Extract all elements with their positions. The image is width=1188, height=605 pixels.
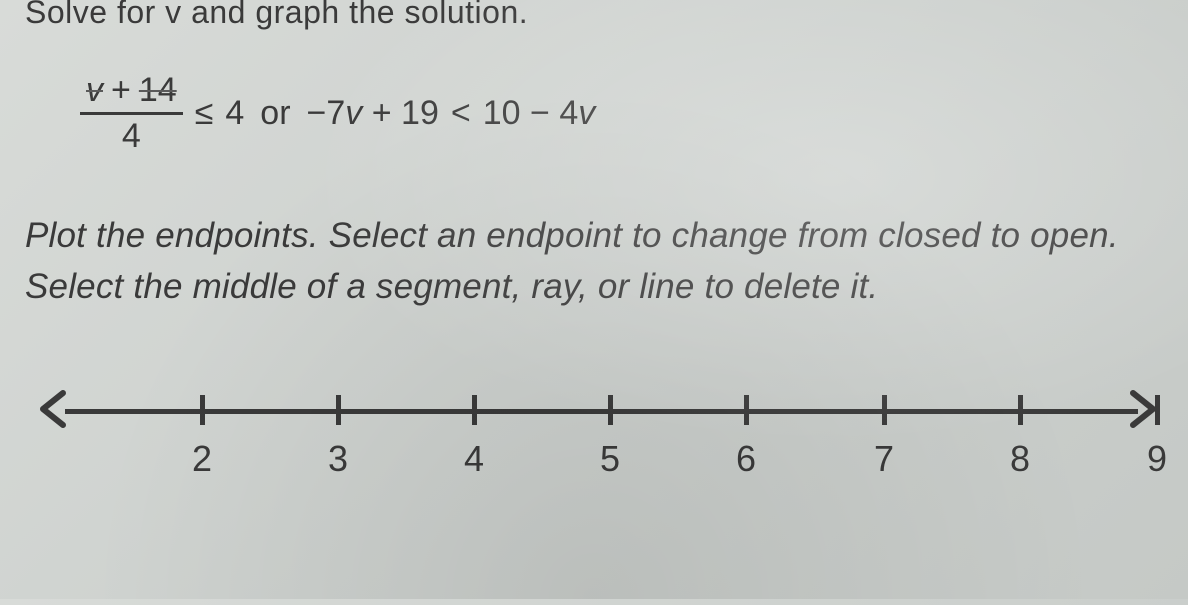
lhs2-const: 19 — [401, 94, 439, 132]
inequality-expression: v + 14 4 ≤ 4 or −7v + 19 < 10 − 4v — [80, 71, 1163, 156]
tick-2[interactable] — [200, 395, 205, 425]
tick-8[interactable] — [1018, 395, 1023, 425]
number-line-axis[interactable] — [65, 409, 1138, 414]
fraction: v + 14 4 — [80, 71, 183, 156]
or-connector: or — [260, 94, 290, 133]
plus-op: + — [111, 71, 131, 110]
arrow-left-icon — [33, 387, 77, 443]
tick-4[interactable] — [472, 395, 477, 425]
tick-7[interactable] — [882, 395, 887, 425]
question-prompt: Solve for v and graph the solution. — [25, 0, 1163, 31]
plot-instructions: Plot the endpoints. Select an endpoint t… — [25, 211, 1163, 313]
variable-v: v — [578, 94, 595, 132]
tick-label-9: 9 — [1147, 438, 1167, 480]
arrow-right-icon — [1119, 387, 1163, 443]
plus-op: + — [372, 94, 392, 132]
lt-symbol: < — [451, 94, 471, 133]
tick-label-6: 6 — [736, 438, 756, 480]
fraction-numerator: v + 14 — [80, 71, 183, 115]
tick-label-5: 5 — [600, 438, 620, 480]
tick-label-7: 7 — [874, 438, 894, 480]
rhs2: 10 − 4v — [483, 94, 596, 133]
leq-symbol: ≤ — [195, 94, 214, 133]
tick-6[interactable] — [744, 395, 749, 425]
number-line[interactable]: 23456789 — [25, 363, 1163, 483]
tick-label-4: 4 — [464, 438, 484, 480]
tick-5[interactable] — [608, 395, 613, 425]
fraction-denominator: 4 — [122, 115, 141, 156]
variable-v: v — [86, 71, 103, 110]
tick-label-2: 2 — [192, 438, 212, 480]
tick-label-3: 3 — [328, 438, 348, 480]
rhs2-coef: 4 — [559, 94, 578, 132]
minus-op: − — [530, 94, 550, 132]
tick-3[interactable] — [336, 395, 341, 425]
rhs2-const: 10 — [483, 94, 521, 132]
rhs1-value: 4 — [225, 94, 244, 133]
numerator-const: 14 — [139, 71, 177, 110]
variable-v: v — [345, 94, 362, 132]
lhs2-coef: −7 — [307, 94, 346, 132]
lhs2: −7v + 19 — [307, 94, 439, 133]
tick-label-8: 8 — [1010, 438, 1030, 480]
